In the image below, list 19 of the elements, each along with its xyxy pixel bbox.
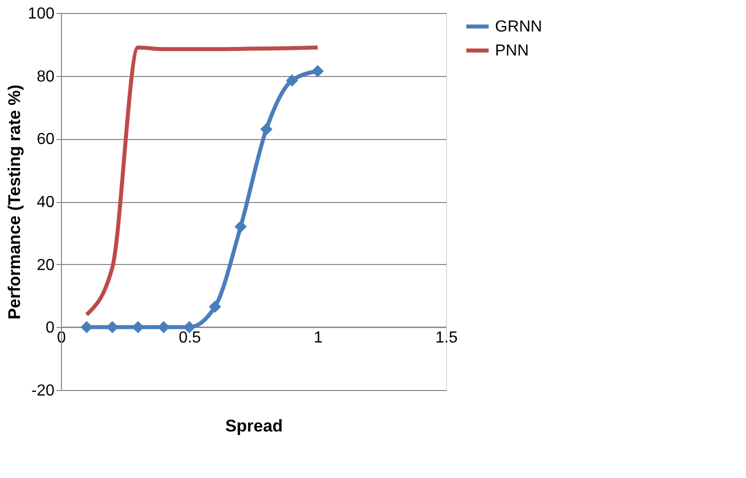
point (260, 123, 272, 136)
y-tick-label: 20 (36, 256, 55, 274)
x-tick-label: 1 (314, 330, 323, 347)
point (312, 64, 324, 78)
y-tick-label: 80 (36, 68, 55, 86)
x-axis-title: Spread (225, 416, 283, 436)
y-tick-label: 100 (28, 6, 55, 22)
y-axis-title: Performance (Testing rate %) (4, 84, 24, 320)
point (208, 300, 222, 313)
point (286, 74, 298, 87)
y-tick-label: 40 (36, 194, 55, 211)
legend-label: PNN (495, 42, 529, 60)
y-tick-label: -20 (31, 382, 55, 400)
legend-label: GRNN (495, 18, 542, 36)
x-tick-label: 1.5 (435, 330, 458, 347)
point (234, 220, 247, 233)
y-tick-label: 60 (36, 131, 55, 148)
x-tick-label: 0.5 (178, 330, 202, 347)
line-series (84, 46, 320, 317)
